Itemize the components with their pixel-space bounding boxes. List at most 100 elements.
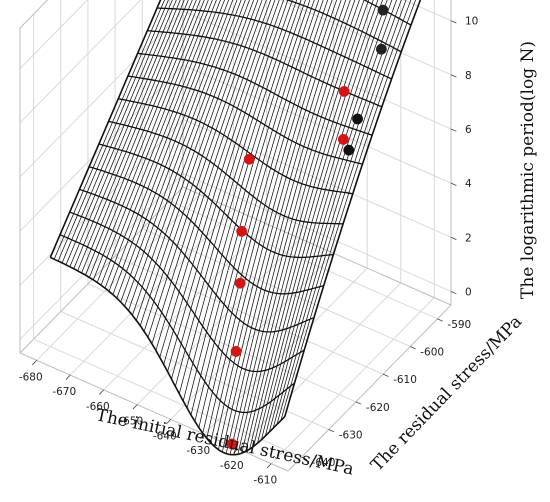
z-tick [450, 182, 457, 186]
floor-gridline-y [114, 255, 384, 375]
pane-edge [19, 186, 184, 354]
left-wall-gridline-z [19, 0, 89, 69]
z-tick [450, 291, 457, 295]
floor-gridline-x [237, 282, 402, 450]
data-point [236, 225, 248, 237]
data-point [343, 144, 355, 156]
surface-line-const-y [118, 98, 353, 195]
y-tick [328, 429, 335, 433]
surface-line-const-y [127, 75, 363, 165]
back-wall-gridline-z [182, 64, 452, 184]
z-tick-label: 0 [465, 286, 472, 298]
z-tick [450, 74, 457, 78]
x-tick [166, 419, 172, 425]
x-tick-label: -660 [86, 401, 110, 413]
surface-line-const-y [362, 0, 412, 26]
y-tick-label: -620 [366, 402, 390, 414]
x-tick-label: -640 [153, 430, 177, 442]
surface-line-const-y [108, 120, 344, 225]
left-wall-gridline-z [19, 0, 142, 124]
x-tick [99, 389, 105, 395]
y-tick-label: -600 [420, 347, 444, 359]
z-axis-label: The logarithmic period(log N) [518, 41, 538, 299]
pane-edge [287, 304, 452, 472]
surface-line-const-x [151, 0, 267, 344]
z-tick-label: 2 [465, 232, 472, 244]
y-tick-label: -630 [339, 430, 363, 442]
pane-edge [19, 352, 289, 472]
x-tick [32, 360, 38, 366]
data-point [243, 153, 255, 165]
back-wall-gridline-z [402, 0, 452, 22]
data-point [234, 277, 246, 289]
z-tick-label: 6 [465, 124, 472, 136]
back-wall-gridline-z [279, 0, 452, 76]
x-tick-label: -630 [186, 445, 210, 457]
floor-gridline-y [87, 283, 357, 403]
data-point [337, 133, 349, 145]
surface-line-const-y [49, 256, 286, 456]
back-wall-gridline-z [182, 10, 452, 130]
surface-line-const-y [88, 166, 324, 295]
floor-gridline-x [69, 208, 234, 376]
z-tick-label: 4 [465, 178, 472, 190]
y-tick [382, 373, 389, 377]
axes-grid [19, 0, 452, 472]
z-tick-label: 8 [465, 70, 472, 82]
surface-line-const-y [285, 0, 402, 53]
surface-line-const-y [79, 188, 315, 333]
floor-gridline-x [270, 297, 435, 464]
surface-line-const-x [139, 0, 255, 326]
wireframe-surface [49, 0, 422, 456]
y-axis-label: The residual stress/MPa [367, 312, 526, 476]
x-tick [266, 463, 272, 469]
x-tick-label: -650 [119, 416, 143, 428]
y-tick [355, 401, 362, 405]
axis-ticks: -680 -670 -660 -650 -640 -630 -620 -610 -640 -630… [19, 16, 479, 487]
y-tick [410, 346, 416, 350]
y-tick [301, 456, 308, 460]
floor-gridline-x [136, 238, 301, 405]
x-tick [132, 404, 138, 410]
surface-line-const-x [143, 0, 259, 332]
surface-line-const-y [157, 7, 392, 80]
x-tick-label: -610 [253, 475, 277, 487]
floor-gridline-x [170, 253, 335, 420]
surface-line-const-x [249, 0, 379, 450]
data-point [338, 85, 350, 97]
floor-gridline-x [203, 267, 368, 435]
y-tick-label: -610 [393, 374, 417, 386]
surface-line-const-x [163, 0, 280, 365]
data-point [226, 438, 238, 450]
data-point [230, 345, 242, 357]
y-tick-label: -640 [312, 457, 336, 469]
z-tick [450, 20, 457, 24]
surface-line-const-y [137, 52, 373, 136]
data-point [352, 113, 363, 125]
z-tick [450, 128, 457, 132]
floor-gridline-x [36, 194, 201, 361]
surface-line-const-y [59, 234, 295, 414]
surface-line-const-y [98, 143, 334, 259]
data-point [375, 43, 387, 55]
y-tick-label: -590 [447, 319, 471, 331]
x-tick-label: -670 [52, 386, 76, 398]
floor-gridline-x [103, 223, 268, 391]
z-tick-label: 10 [465, 16, 478, 28]
y-tick [437, 318, 443, 322]
pane-edge [19, 0, 49, 29]
data-points [226, 4, 389, 450]
back-wall-gridline-z [182, 118, 452, 238]
surface-line-const-y [69, 211, 305, 373]
floor-gridline-y [33, 338, 302, 458]
x-tick [65, 374, 71, 380]
x-tick-label: -620 [220, 460, 244, 472]
left-wall-gridline-z [19, 118, 184, 286]
z-tick [450, 236, 457, 241]
floor-gridline-y [169, 200, 438, 320]
data-point [377, 4, 389, 16]
x-tick-label: -680 [19, 371, 43, 383]
left-wall-gridline-z [19, 173, 184, 340]
